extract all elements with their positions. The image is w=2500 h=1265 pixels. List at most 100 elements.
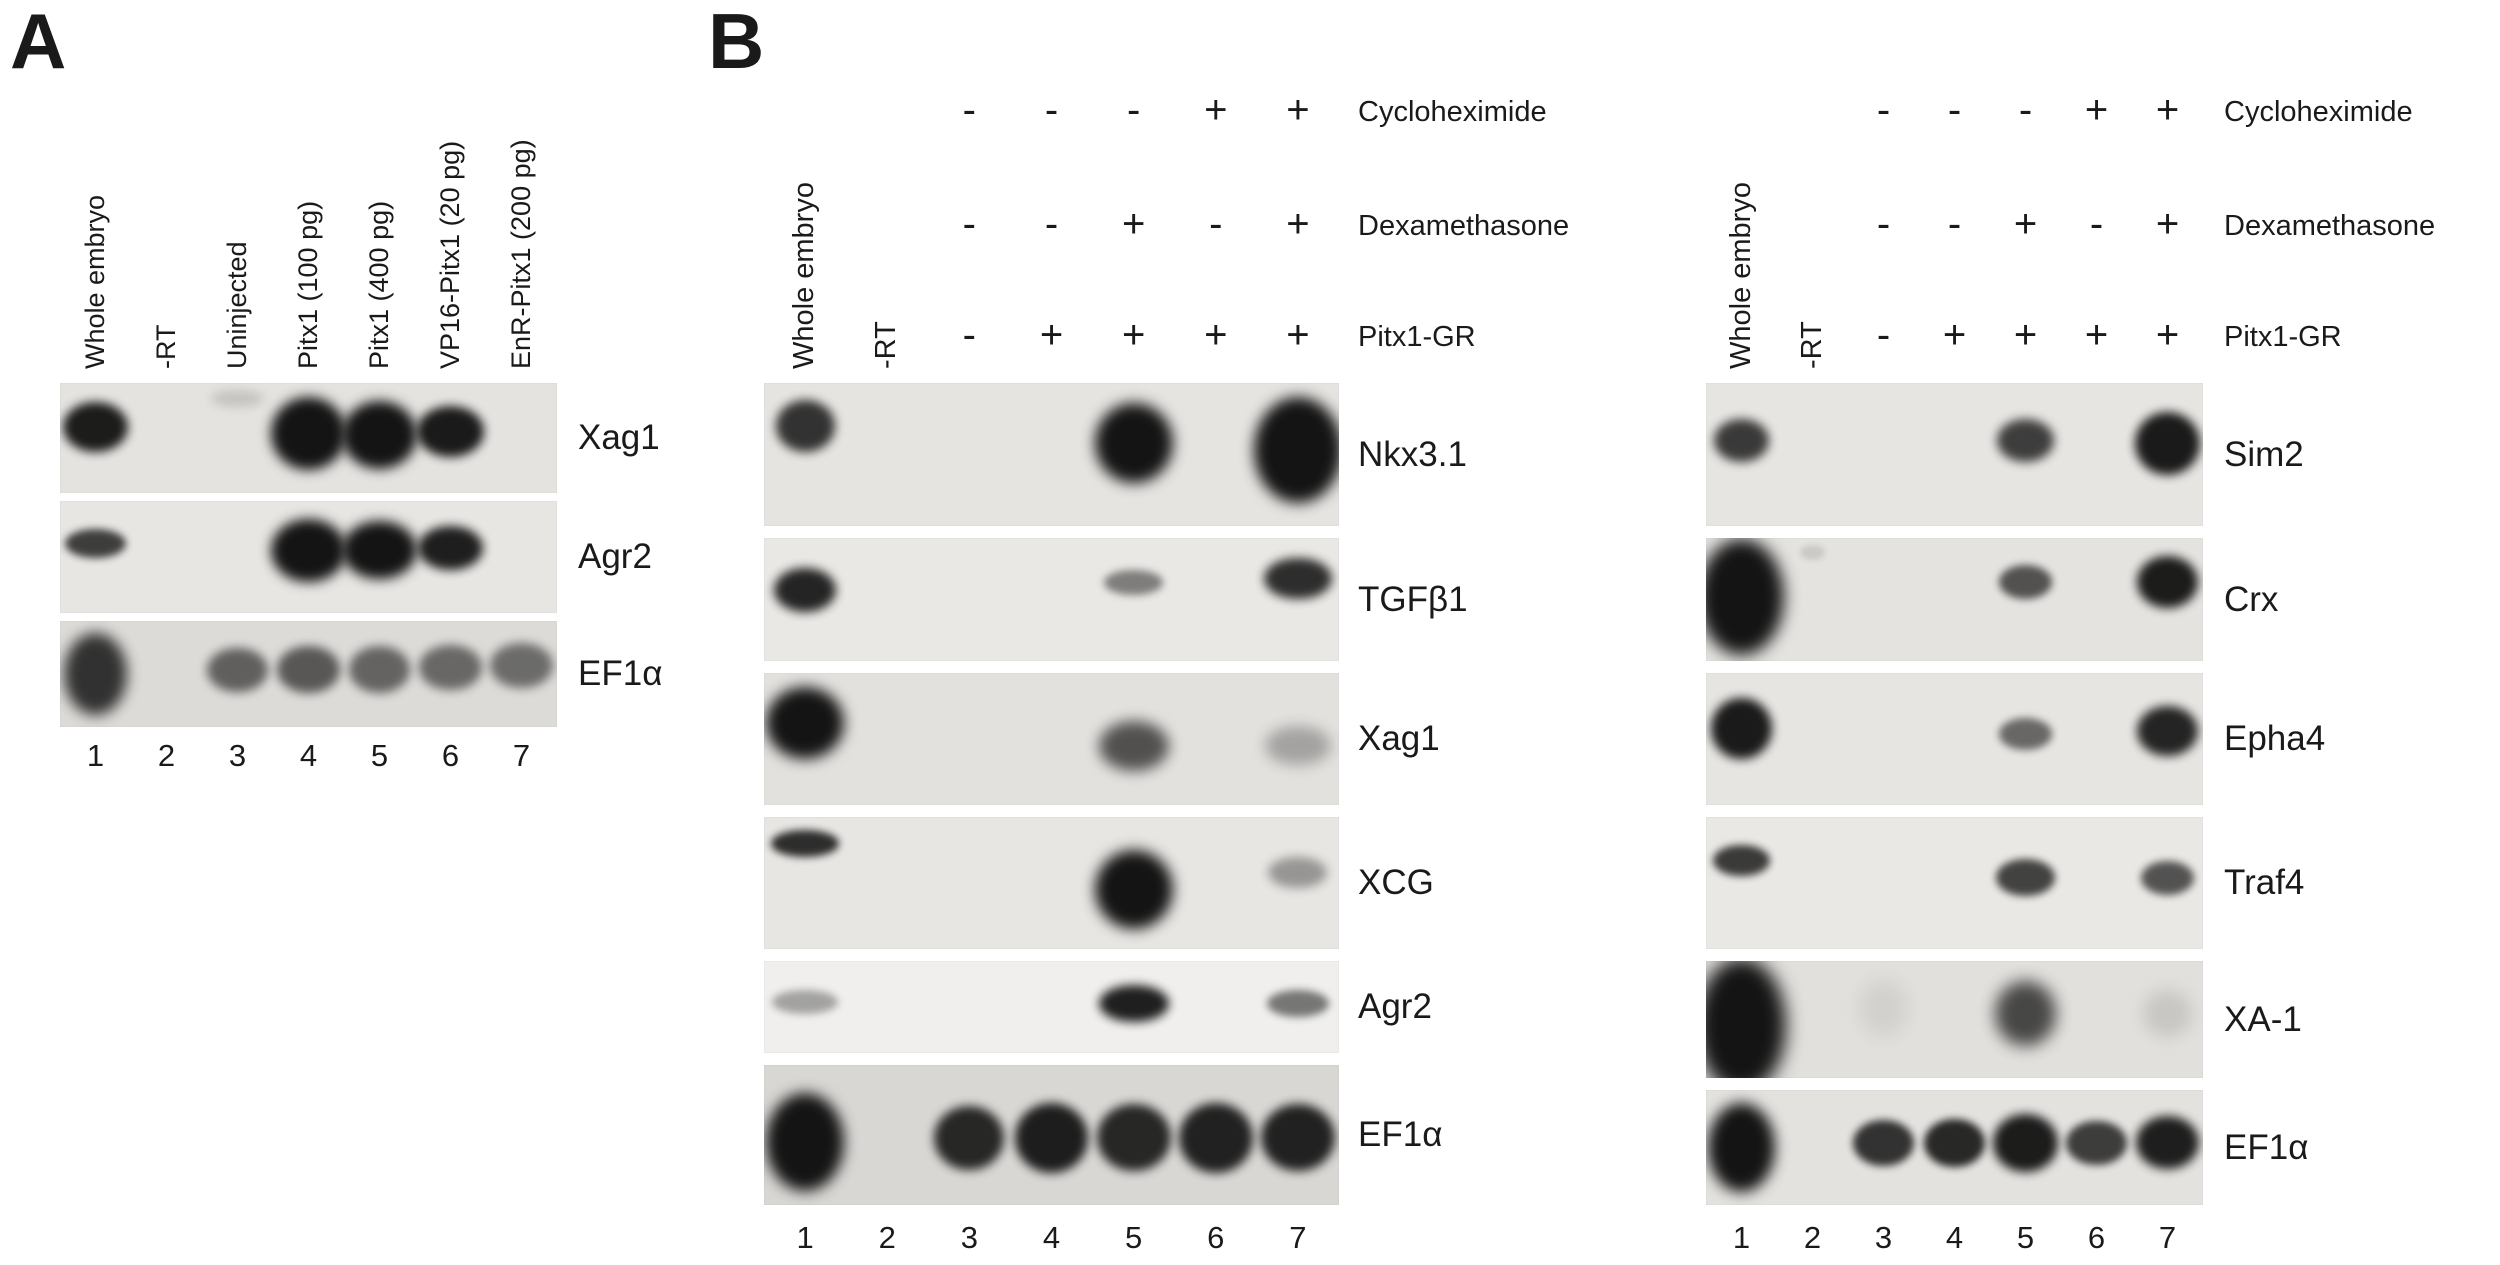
lane-label: VP16-Pitx1 (20 pg) [434, 140, 465, 369]
lane-number: 6 [441, 738, 460, 773]
gel-band [419, 645, 482, 690]
gel-band [2137, 556, 2198, 609]
treatment-sign: + [2013, 202, 2038, 246]
gel-strip [764, 383, 1339, 526]
lane-label: -RT [150, 324, 181, 370]
gel-band [2066, 1121, 2127, 1165]
gel-strip [764, 961, 1339, 1053]
gel-band [1713, 844, 1770, 877]
gel-band [2134, 411, 2201, 475]
gel-band [1098, 720, 1169, 771]
gene-label: Agr2 [1358, 987, 1432, 1026]
gene-label: Xag1 [1358, 719, 1440, 758]
gel-band [1253, 397, 1339, 504]
lane-number: 3 [228, 738, 247, 773]
gel-band [207, 647, 268, 693]
treatment-sign: - [2018, 88, 2033, 132]
treatment-sign: + [2013, 313, 2038, 357]
gel-band [341, 400, 418, 469]
gene-label: Traf4 [2224, 863, 2305, 902]
gel-strip [60, 621, 557, 727]
lane-number: 6 [2087, 1220, 2106, 1255]
gel-band [1260, 1104, 1335, 1172]
lane-label: Whole embryo [788, 182, 821, 369]
gel-band [270, 397, 347, 470]
lane-number: 5 [1125, 1220, 1143, 1255]
gel-strip [764, 673, 1339, 805]
gene-label: Sim2 [2224, 434, 2304, 474]
gel-band [490, 643, 553, 688]
lane-number: 7 [2158, 1220, 2177, 1255]
treatment-label: Pitx1-GR [2224, 321, 2342, 353]
lane-label: EnR-Pitx1 (200 pg) [505, 139, 536, 369]
gel-strip [764, 1065, 1339, 1205]
treatment-sign: + [1204, 313, 1228, 357]
treatment-sign: - [962, 88, 976, 132]
gel-band [1924, 1118, 1985, 1168]
gene-label: EF1α [2224, 1127, 2309, 1167]
gel-band [1706, 538, 1785, 656]
gel-band [277, 646, 340, 694]
lane-number: 2 [157, 738, 176, 773]
treatment-label: Dexamethasone [1358, 210, 1570, 242]
gene-label: Xag1 [578, 418, 660, 457]
panel-b-letter: B [708, 0, 765, 85]
gel-band [1800, 545, 1825, 561]
gel-band [1098, 984, 1169, 1022]
gel-band [1104, 569, 1164, 595]
gel-band [348, 646, 411, 694]
gel-band [2140, 860, 2195, 895]
gel-band [1998, 717, 2053, 750]
gel-band [1094, 850, 1173, 930]
treatment-sign: - [1947, 202, 1962, 246]
lane-number: 7 [512, 738, 531, 773]
gene-label: Nkx3.1 [1358, 434, 1467, 474]
gel-band [1268, 856, 1328, 889]
lane-number: 6 [1207, 1220, 1225, 1255]
gel-band [1707, 1102, 1776, 1193]
treatment-label: Cycloheximide [1358, 96, 1547, 128]
gene-label: XA-1 [2224, 999, 2302, 1039]
gene-label: EF1α [1358, 1115, 1443, 1154]
lane-number: 3 [960, 1220, 978, 1255]
treatment-sign: - [962, 202, 976, 246]
lane-label: Whole embryo [79, 194, 110, 369]
treatment-sign: - [1044, 202, 1059, 246]
gel-band [2136, 1116, 2199, 1170]
treatment-sign: + [2155, 202, 2180, 246]
gel-band [774, 567, 836, 612]
gel-strip [1706, 817, 2203, 949]
treatment-sign: + [1204, 88, 1228, 132]
gel-band [1996, 859, 2055, 897]
treatment-sign: + [1942, 313, 1967, 357]
gel-band [1094, 403, 1173, 484]
lane-number: 2 [1803, 1220, 1822, 1255]
treatment-sign: + [1286, 202, 1310, 246]
treatment-sign: + [1286, 313, 1310, 357]
treatment-sign: + [2155, 313, 2180, 357]
gel-band [1265, 725, 1331, 766]
gel-band [1853, 1119, 1914, 1166]
lane-number: 4 [299, 738, 318, 773]
lane-label: -RT [870, 321, 903, 369]
treatment-label: Cycloheximide [2224, 96, 2413, 128]
treatment-sign: - [962, 313, 976, 357]
gene-label: EF1α [578, 654, 663, 693]
gene-label: Crx [2224, 579, 2279, 619]
gel-strip [764, 817, 1339, 949]
gene-label: Epha4 [2224, 719, 2326, 758]
treatment-sign: - [1947, 88, 1962, 132]
gel-strip [764, 538, 1339, 661]
treatment-sign: - [1044, 88, 1059, 132]
gel-band [934, 1105, 1005, 1170]
gel-strip [1706, 383, 2203, 526]
gel-band [210, 389, 265, 408]
gel-band [271, 518, 346, 582]
gel-band [771, 830, 839, 857]
treatment-sign: + [1121, 313, 1146, 357]
treatment-sign: - [2089, 202, 2104, 246]
lane-number: 4 [1042, 1220, 1061, 1255]
gel-band [65, 529, 126, 559]
gene-label: XCG [1358, 863, 1434, 902]
